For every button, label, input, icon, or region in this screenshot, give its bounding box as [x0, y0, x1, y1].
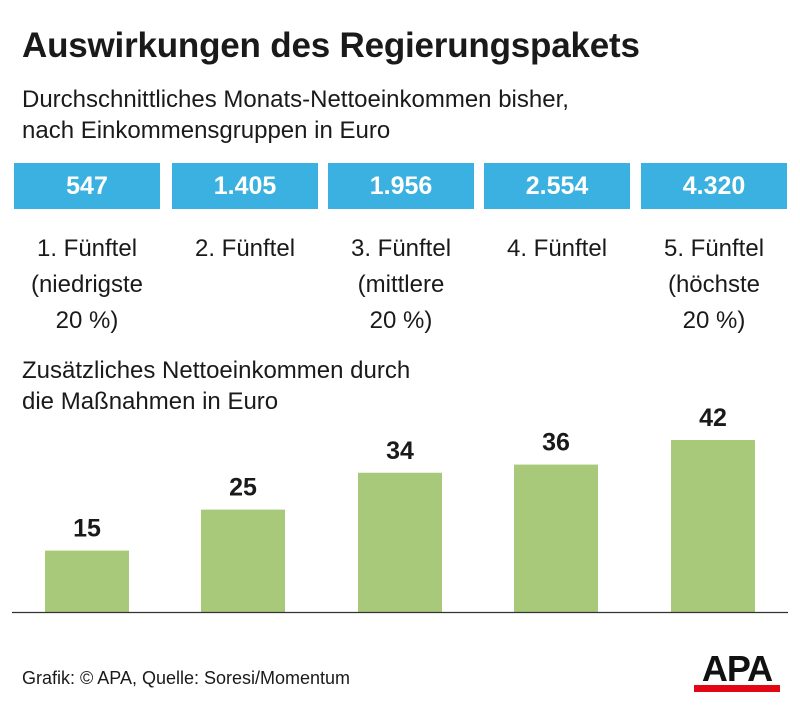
- group-label-5-line-3: 20 %): [682, 307, 746, 334]
- bar-value-label-1: 15: [73, 515, 101, 543]
- bar-section-line-2: die Maßnahmen in Euro: [22, 388, 279, 415]
- group-label-4-line-1: 4. Fünftel: [506, 235, 608, 262]
- bar-5: [671, 440, 755, 612]
- group-label-5: 5. Fünftel (höchste 20 %): [634, 231, 794, 339]
- apa-logo: APA: [694, 648, 780, 692]
- bar-chart: 15 25 34 36 42: [12, 404, 788, 614]
- group-label-2-line-1: 2. Fünftel: [194, 235, 296, 262]
- chart-title: Auswirkungen des Regierungspakets: [22, 26, 640, 65]
- bar-1: [45, 550, 129, 612]
- group-label-3-line-2: (mittlere: [357, 271, 445, 298]
- source-footer: Grafik: © APA, Quelle: Soresi/Momentum: [22, 668, 351, 688]
- bar-value-label-4: 36: [542, 429, 570, 457]
- income-box-3: 1.956: [328, 163, 474, 209]
- group-label-1-line-1: 1. Fünftel: [36, 235, 138, 262]
- income-box-5: 4.320: [641, 163, 787, 209]
- subtitle-line-1: Durchschnittliches Monats-Nettoeinkommen…: [22, 86, 569, 113]
- group-label-2: 2. Fünftel: [165, 231, 325, 267]
- apa-logo-text: APA: [701, 648, 773, 689]
- group-label-3: 3. Fünftel (mittlere 20 %): [321, 231, 481, 339]
- bar-3: [358, 472, 442, 612]
- bar-2: [201, 509, 285, 612]
- group-label-5-line-1: 5. Fünftel: [663, 235, 765, 262]
- apa-logo-bar: [694, 685, 780, 692]
- group-label-4: 4. Fünftel: [477, 231, 637, 267]
- group-label-1-line-2: (niedrigste: [30, 271, 144, 298]
- bar-section-line-1: Zusätzliches Nettoeinkommen durch: [22, 357, 411, 384]
- group-label-3-line-1: 3. Fünftel: [350, 235, 452, 262]
- income-box-1: 547: [14, 163, 160, 209]
- bar-4: [514, 464, 598, 612]
- bar-value-label-5: 42: [699, 404, 727, 432]
- bar-section-title: Zusätzliches Nettoeinkommen durch die Ma…: [22, 355, 410, 417]
- subtitle-line-2: nach Einkommensgruppen in Euro: [22, 117, 391, 144]
- income-box-4: 2.554: [484, 163, 630, 209]
- bar-value-label-3: 34: [386, 437, 414, 465]
- group-label-3-line-3: 20 %): [369, 307, 433, 334]
- chart-subtitle: Durchschnittliches Monats-Nettoeinkommen…: [22, 84, 782, 146]
- group-label-5-line-2: (höchste: [667, 271, 761, 298]
- group-label-1-line-3: 20 %): [55, 307, 119, 334]
- income-box-2: 1.405: [172, 163, 318, 209]
- bar-value-label-2: 25: [229, 474, 257, 502]
- group-label-1: 1. Fünftel (niedrigste 20 %): [7, 231, 167, 339]
